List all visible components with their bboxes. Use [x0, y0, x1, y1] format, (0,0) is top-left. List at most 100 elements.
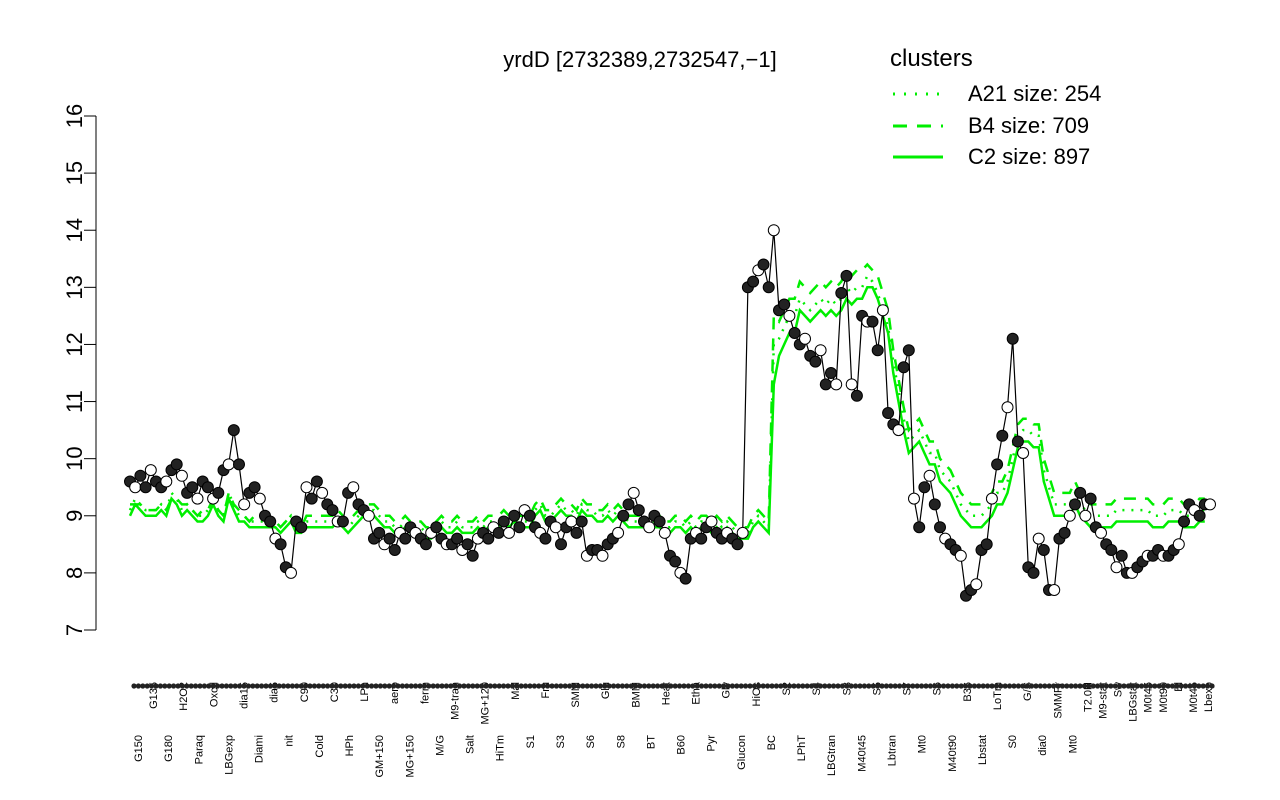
- x-tick-marker: [707, 683, 714, 689]
- x-tick-marker: [562, 683, 568, 689]
- x-tick-marker: [989, 683, 995, 689]
- x-tick-marker: [681, 683, 687, 689]
- y-tick-label: 7: [62, 624, 87, 636]
- x-tick-marker: [457, 683, 463, 689]
- x-tick-marker: [514, 683, 520, 689]
- x-tick-marker: [646, 683, 652, 689]
- x-tick-marker: [316, 683, 322, 689]
- data-point: [747, 275, 760, 288]
- x-tick-marker: [1007, 683, 1013, 689]
- x-tick-marker: [589, 683, 595, 689]
- data-point: [876, 304, 889, 317]
- x-tick-marker: [184, 683, 190, 689]
- data-point: [305, 492, 318, 505]
- x-tick-marker: [888, 683, 894, 689]
- data-point: [227, 424, 240, 437]
- x-tick-marker: [1178, 683, 1184, 689]
- y-tick-label: 14: [62, 218, 87, 242]
- data-point: [233, 458, 245, 471]
- data-point: [788, 327, 801, 339]
- x-tick-marker: [1055, 683, 1061, 689]
- x-tick-marker: [175, 683, 181, 689]
- data-point: [497, 515, 510, 528]
- x-tick-marker: [435, 683, 441, 689]
- x-tick-marker: [650, 683, 656, 689]
- y-tick-label: 9: [62, 510, 87, 522]
- x-tick-label: S6: [585, 735, 597, 748]
- data-point: [809, 355, 822, 368]
- data-point: [420, 538, 432, 551]
- data-point: [1063, 509, 1076, 522]
- x-tick-marker: [487, 683, 493, 689]
- x-tick-marker: [413, 683, 419, 689]
- data-point: [336, 515, 349, 528]
- x-tick-marker: [1068, 683, 1074, 689]
- x-tick-marker: [179, 683, 185, 689]
- x-tick-marker: [1064, 683, 1070, 689]
- series-layer: [128, 230, 1210, 598]
- x-tick-label: MG+150: [404, 735, 416, 778]
- x-tick-marker: [580, 683, 586, 689]
- x-tick-marker: [941, 683, 947, 689]
- data-point: [934, 521, 946, 534]
- x-tick-label: Paraq: [193, 735, 205, 764]
- data-point: [399, 532, 412, 545]
- x-tick-marker: [505, 683, 511, 689]
- data-point: [1079, 509, 1092, 522]
- x-tick-marker: [1205, 683, 1211, 689]
- data-point: [362, 509, 375, 522]
- x-tick-marker: [901, 683, 907, 689]
- x-tick-marker: [703, 683, 709, 689]
- x-tick-marker: [778, 683, 784, 689]
- x-tick-marker: [813, 683, 819, 689]
- x-tick-label: nit: [284, 735, 296, 747]
- x-tick-marker: [531, 683, 538, 689]
- x-tick-marker: [1183, 683, 1189, 689]
- x-tick-marker: [716, 683, 722, 689]
- data-point: [897, 361, 910, 374]
- x-tick-marker: [294, 683, 300, 689]
- x-tick-marker: [483, 683, 489, 689]
- x-tick-marker: [523, 683, 529, 689]
- x-tick-marker: [672, 683, 678, 689]
- x-tick-marker: [307, 683, 313, 689]
- x-tick-marker: [325, 683, 331, 689]
- x-tick-marker: [839, 683, 846, 689]
- x-tick-marker: [848, 683, 854, 689]
- data-point: [679, 572, 692, 585]
- x-tick-marker: [1165, 683, 1171, 689]
- cluster-line-1: [128, 286, 1205, 540]
- x-tick-marker: [1081, 683, 1087, 689]
- data-point: [430, 521, 443, 534]
- x-tick-marker: [993, 683, 1000, 689]
- x-tick-marker: [320, 683, 326, 689]
- x-tick-marker: [527, 683, 533, 689]
- x-tick-marker: [619, 683, 626, 689]
- x-tick-marker: [875, 683, 881, 689]
- x-tick-marker: [496, 683, 502, 689]
- x-tick-marker: [285, 683, 291, 689]
- data-point: [908, 492, 920, 505]
- x-tick-marker: [611, 683, 617, 689]
- x-tick-marker: [857, 683, 863, 689]
- x-tick-marker: [932, 683, 938, 689]
- x-tick-marker: [690, 683, 696, 689]
- x-tick-marker: [298, 683, 304, 689]
- cluster-line-2: [130, 262, 1205, 530]
- x-tick-marker: [408, 683, 414, 689]
- data-point: [1032, 532, 1045, 545]
- x-tick-marker: [1130, 683, 1136, 689]
- data-point: [144, 464, 157, 477]
- data-point: [731, 538, 744, 551]
- data-point: [186, 481, 199, 494]
- x-tick-marker: [210, 683, 216, 689]
- x-tick-marker: [219, 683, 225, 689]
- x-tick-marker: [844, 683, 850, 689]
- data-point: [139, 481, 152, 494]
- x-tick-marker: [201, 683, 207, 689]
- x-tick-marker: [756, 683, 762, 689]
- x-tick-marker: [386, 683, 392, 689]
- x-tick-marker: [1077, 683, 1083, 689]
- x-tick-marker: [166, 683, 172, 689]
